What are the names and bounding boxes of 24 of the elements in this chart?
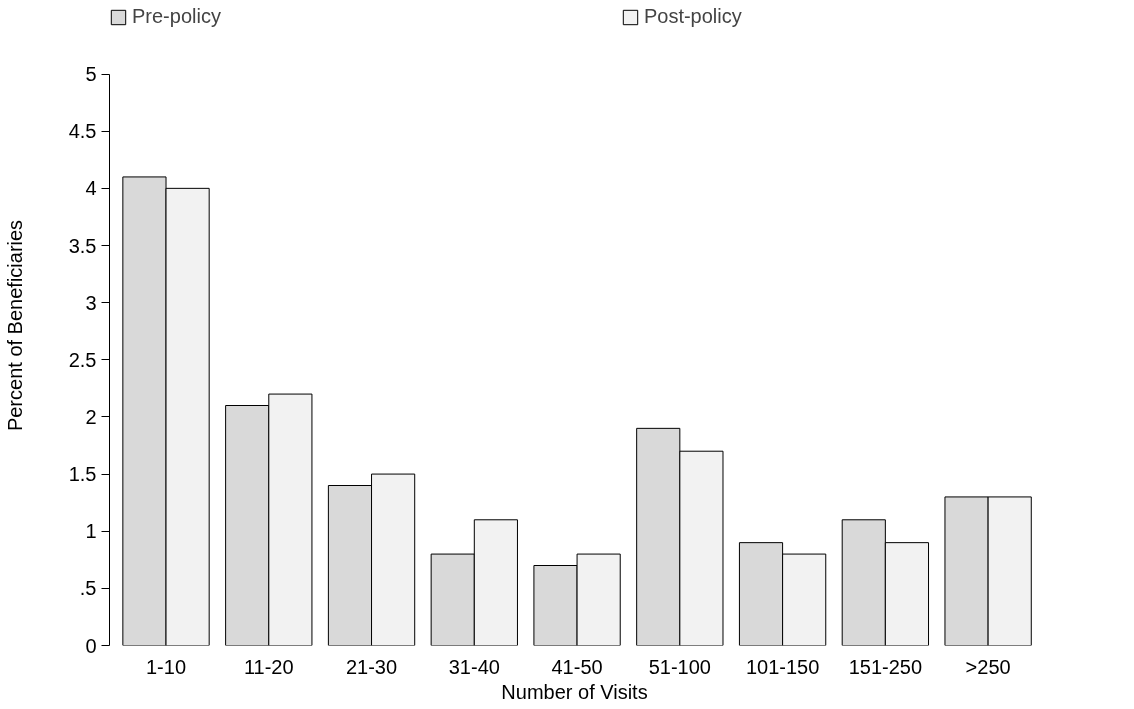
y-tick-label: 4 (85, 177, 97, 200)
x-tick-label: 1-10 (146, 655, 187, 678)
y-axis-title: Percent of Beneficiaries (3, 219, 26, 432)
y-tick-label: 1.5 (68, 463, 97, 486)
x-tick-label: 31-40 (448, 655, 500, 678)
y-tick-label: 2 (85, 405, 97, 428)
x-tick-label: 21-30 (345, 655, 398, 678)
legend-label: Pre-policy (132, 5, 221, 28)
y-tick-label: 3 (85, 291, 97, 314)
x-tick-label: 11-20 (243, 655, 294, 678)
x-tick-label: 151-250 (848, 655, 923, 678)
x-tick-label: 101-150 (745, 655, 820, 678)
y-tick-label: 3.5 (68, 234, 97, 257)
y-tick-label: 4.5 (68, 120, 97, 143)
y-tick-label: 0 (85, 634, 97, 657)
x-axis-title: Number of Visits (501, 680, 648, 703)
legend-label: Post-policy (643, 5, 742, 28)
x-tick-label: 41-50 (551, 655, 603, 678)
x-tick-label: 51-100 (648, 655, 711, 678)
y-tick-label: .5 (79, 577, 97, 600)
y-tick-label: 2.5 (68, 348, 97, 371)
y-tick-label: 5 (85, 63, 97, 86)
y-tick-label: 1 (85, 520, 97, 543)
x-tick-label: >250 (965, 655, 1011, 678)
